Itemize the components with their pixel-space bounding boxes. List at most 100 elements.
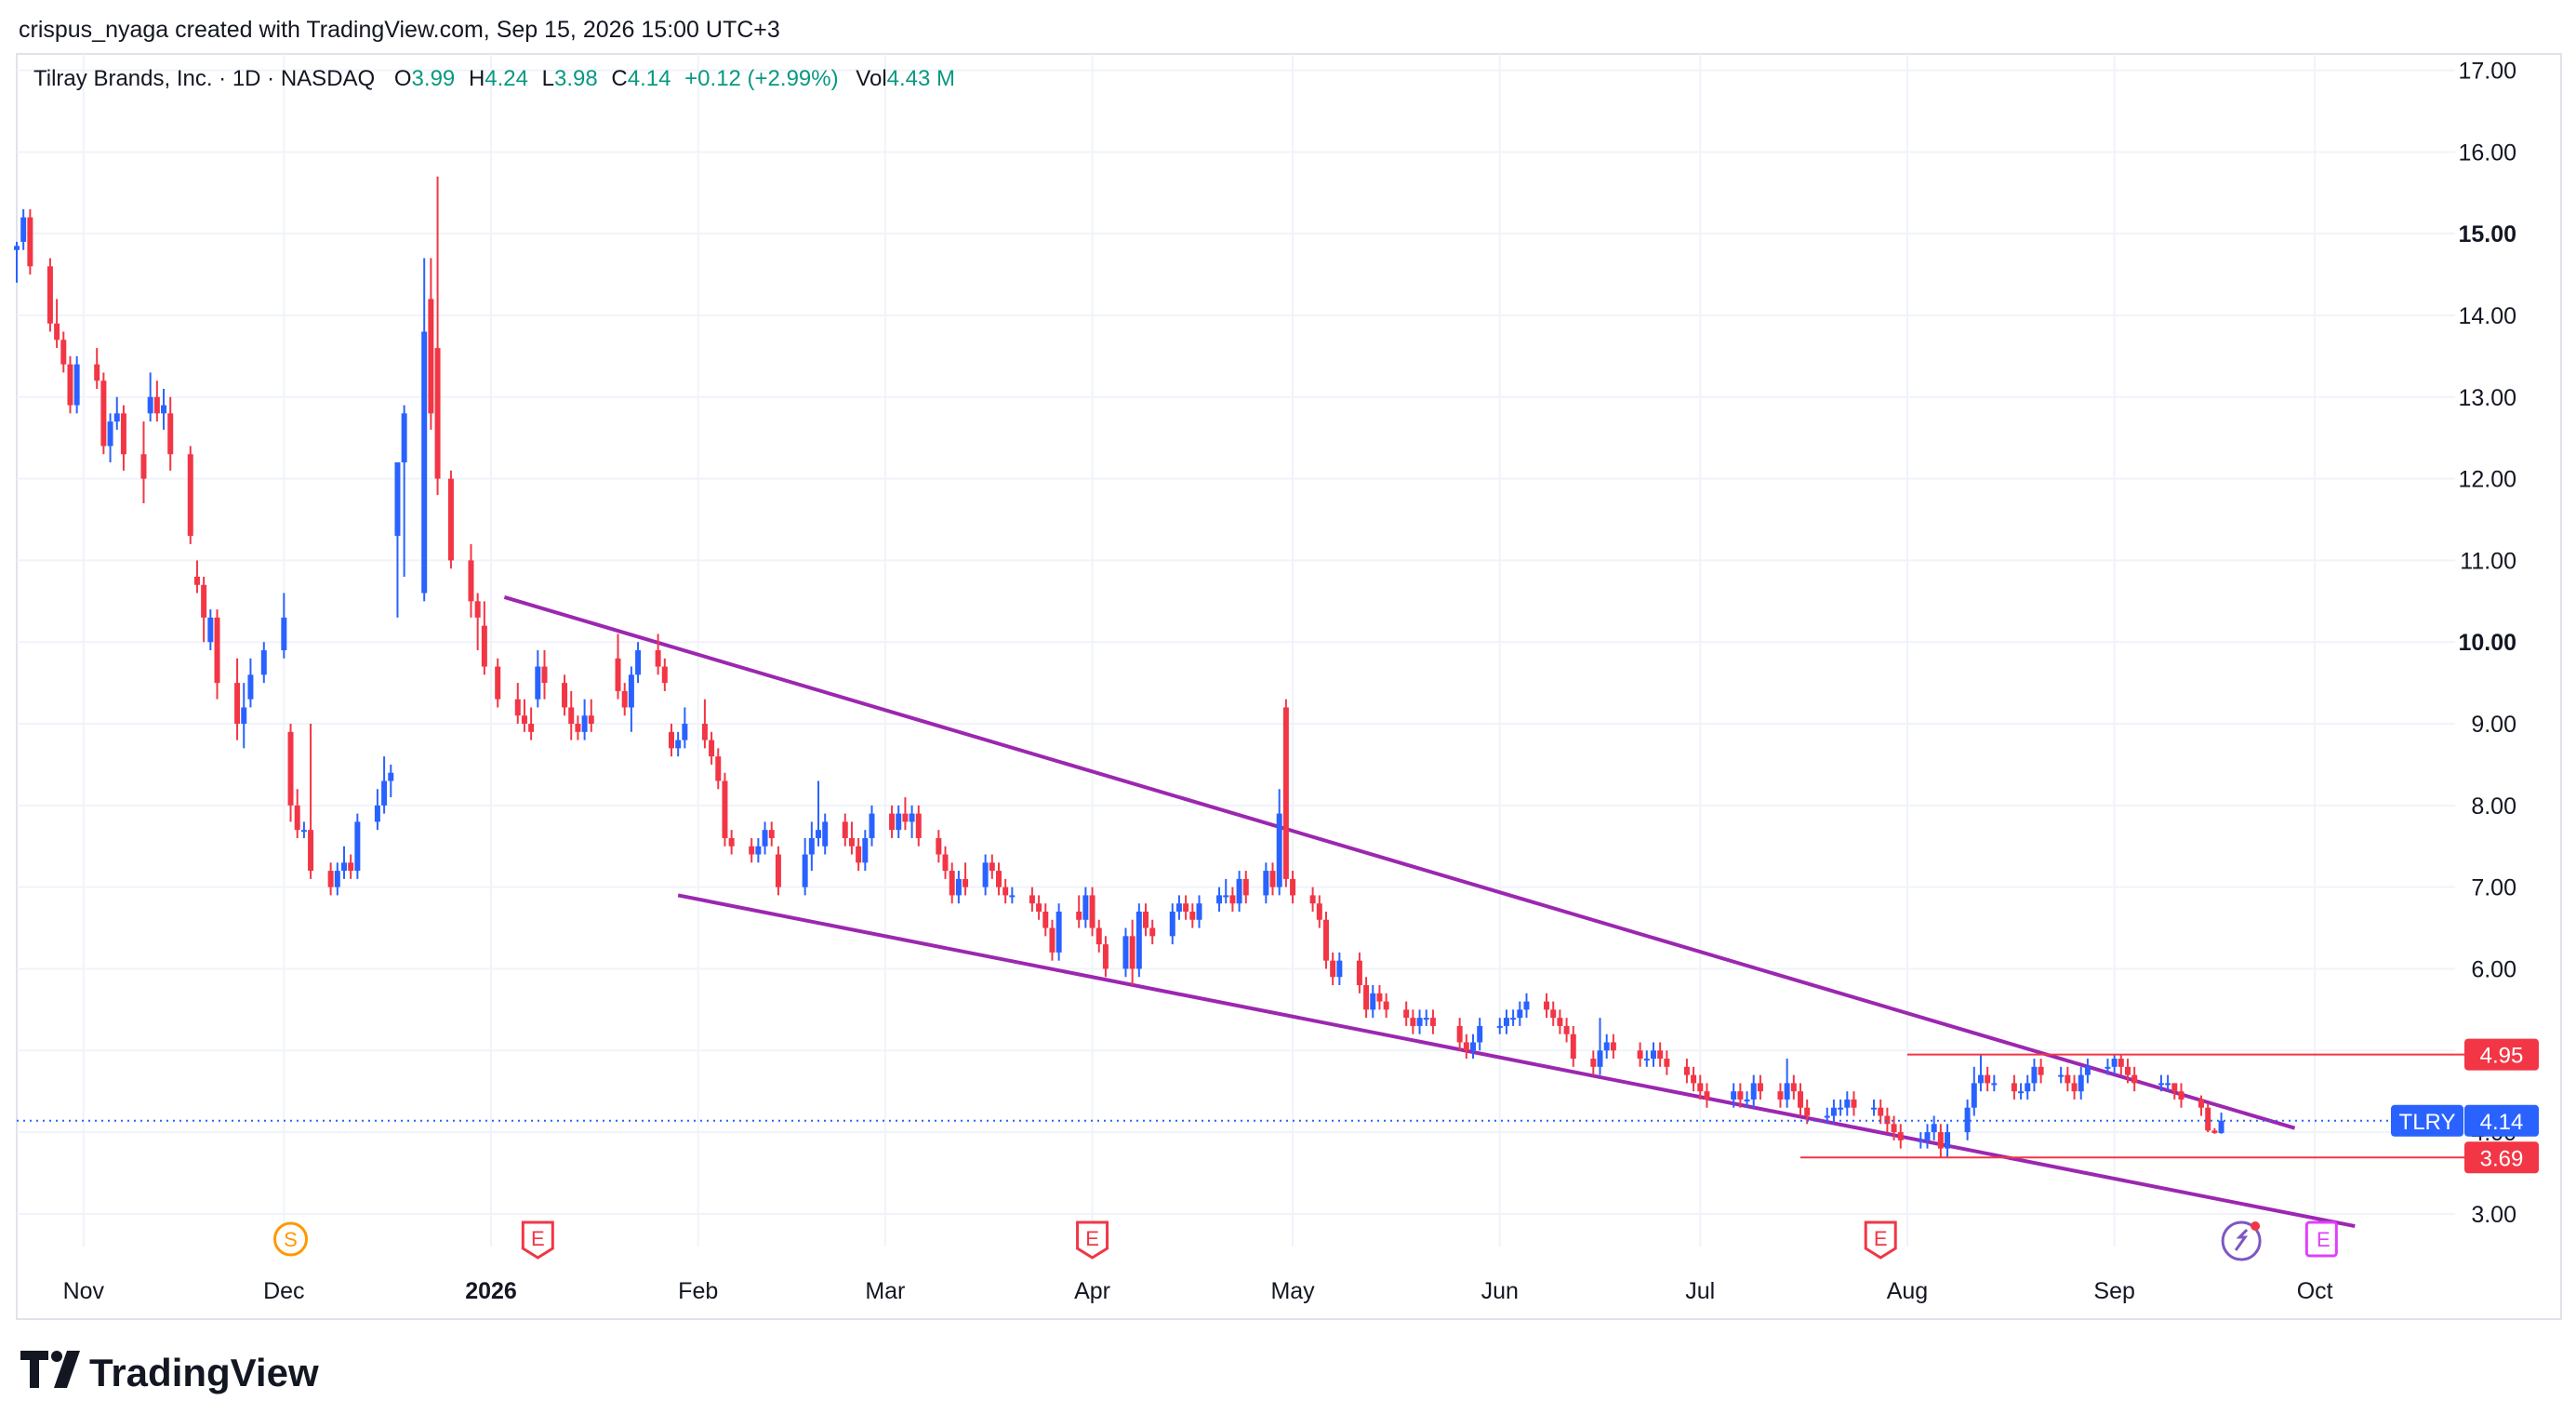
candle-body (848, 837, 855, 847)
candle-body (1196, 903, 1202, 920)
candle-body (281, 617, 287, 650)
candle (1570, 1025, 1576, 1067)
candle-body (1637, 1050, 1643, 1060)
candle (207, 609, 214, 650)
candle-body (1510, 1018, 1517, 1020)
candle-body (535, 666, 541, 700)
tradingview-logo[interactable]: TradingView (20, 1351, 319, 1394)
candle-body (1477, 1025, 1483, 1043)
time-axis[interactable]: Nov Dec 2026 Feb Mar Apr May Jun Jul Aug Sep Oct (63, 1278, 2333, 1304)
candle-body (1322, 919, 1329, 961)
candle (1282, 699, 1289, 887)
candle-body (1009, 895, 1016, 898)
price-tag-text: 3.69 (2480, 1146, 2524, 1171)
candle-body (802, 854, 808, 887)
candle (2158, 1074, 2164, 1092)
candle (1316, 895, 1322, 928)
candle (287, 724, 294, 822)
trendline[interactable] (503, 595, 2296, 1130)
candle (1149, 919, 1156, 945)
candle-body (381, 780, 388, 806)
candle (2018, 1083, 2025, 1100)
candle-body (1376, 993, 1383, 1002)
candle (541, 650, 548, 700)
candle-body (2025, 1083, 2031, 1092)
candle-body (1731, 1091, 1737, 1100)
candle (588, 699, 594, 732)
horizontal-lines[interactable] (17, 1053, 2537, 1159)
candle-body (1183, 903, 1189, 912)
candle (300, 821, 307, 838)
tradingview-logo-icon (20, 1351, 80, 1388)
candle-body (287, 731, 294, 806)
candle (1744, 1091, 1750, 1108)
candle-body (428, 299, 434, 414)
credit-text: crispus_nyaga created with TradingView.c… (19, 17, 780, 43)
candle (474, 593, 481, 650)
candle (1276, 789, 1282, 896)
price-tags: 4.95 3.69 TLRY 4.14 (2391, 1038, 2539, 1174)
candle (535, 650, 541, 708)
candle (327, 862, 334, 896)
candle-body (588, 715, 594, 725)
candle-body (94, 364, 100, 381)
candle-body (1143, 911, 1149, 928)
candle-body (107, 421, 113, 447)
high-label: H (469, 66, 485, 91)
trendline[interactable] (677, 893, 2356, 1229)
candle (153, 380, 160, 422)
candle (775, 846, 781, 896)
candle-body (514, 699, 521, 716)
candle (722, 772, 728, 847)
earnings-letter: E (1085, 1227, 1099, 1250)
candle (1731, 1083, 1737, 1108)
price-axis[interactable]: 3.004.005.006.007.008.009.0010.0011.0012… (2458, 59, 2516, 1228)
earnings-marker-icon[interactable]: E (521, 1220, 554, 1260)
candle-body (2071, 1083, 2078, 1092)
candle (709, 731, 715, 765)
candle (1610, 1034, 1616, 1060)
candle (889, 805, 896, 838)
candle (675, 731, 682, 757)
candle (447, 470, 454, 569)
dividend-letter: S (284, 1228, 298, 1251)
earnings-marker-icon[interactable]: E (1864, 1220, 1897, 1260)
candle-body (1370, 993, 1376, 1010)
candle (1229, 887, 1236, 912)
candle-body (1169, 911, 1175, 937)
ideas-bubble-icon[interactable] (2221, 1220, 2262, 1261)
candle (1790, 1074, 1797, 1100)
candle-body (120, 413, 126, 455)
earnings-marker-icon[interactable]: E (1076, 1220, 1109, 1260)
candle-body (100, 380, 107, 447)
candle (27, 208, 33, 275)
symbol-tag (2391, 1104, 2463, 1137)
candle-body (2165, 1083, 2171, 1086)
earnings-letter: E (1874, 1227, 1888, 1250)
upcoming-earnings-icon[interactable]: E (2304, 1220, 2338, 1258)
candle-body (2018, 1091, 2025, 1094)
candle (60, 331, 67, 373)
candle (1423, 1009, 1429, 1026)
candle-body (214, 617, 220, 684)
candle-body (481, 625, 487, 667)
trendlines[interactable] (503, 595, 2356, 1229)
candle-body (1683, 1066, 1690, 1075)
candle (1242, 871, 1249, 904)
candle (749, 837, 755, 863)
candle-body (60, 340, 67, 365)
time-tick-label: Jul (1685, 1278, 1715, 1304)
candle-body (856, 846, 862, 863)
candle (2038, 1059, 2044, 1084)
candle-body (1878, 1107, 1884, 1116)
candle-body (822, 821, 829, 847)
candle (1657, 1042, 1664, 1067)
candle (1290, 871, 1296, 904)
candle (1964, 1099, 1971, 1140)
candle-body (1804, 1107, 1811, 1116)
candle (1143, 903, 1149, 937)
candle-body (1964, 1107, 1971, 1133)
dividend-marker-icon[interactable]: S (273, 1221, 309, 1257)
